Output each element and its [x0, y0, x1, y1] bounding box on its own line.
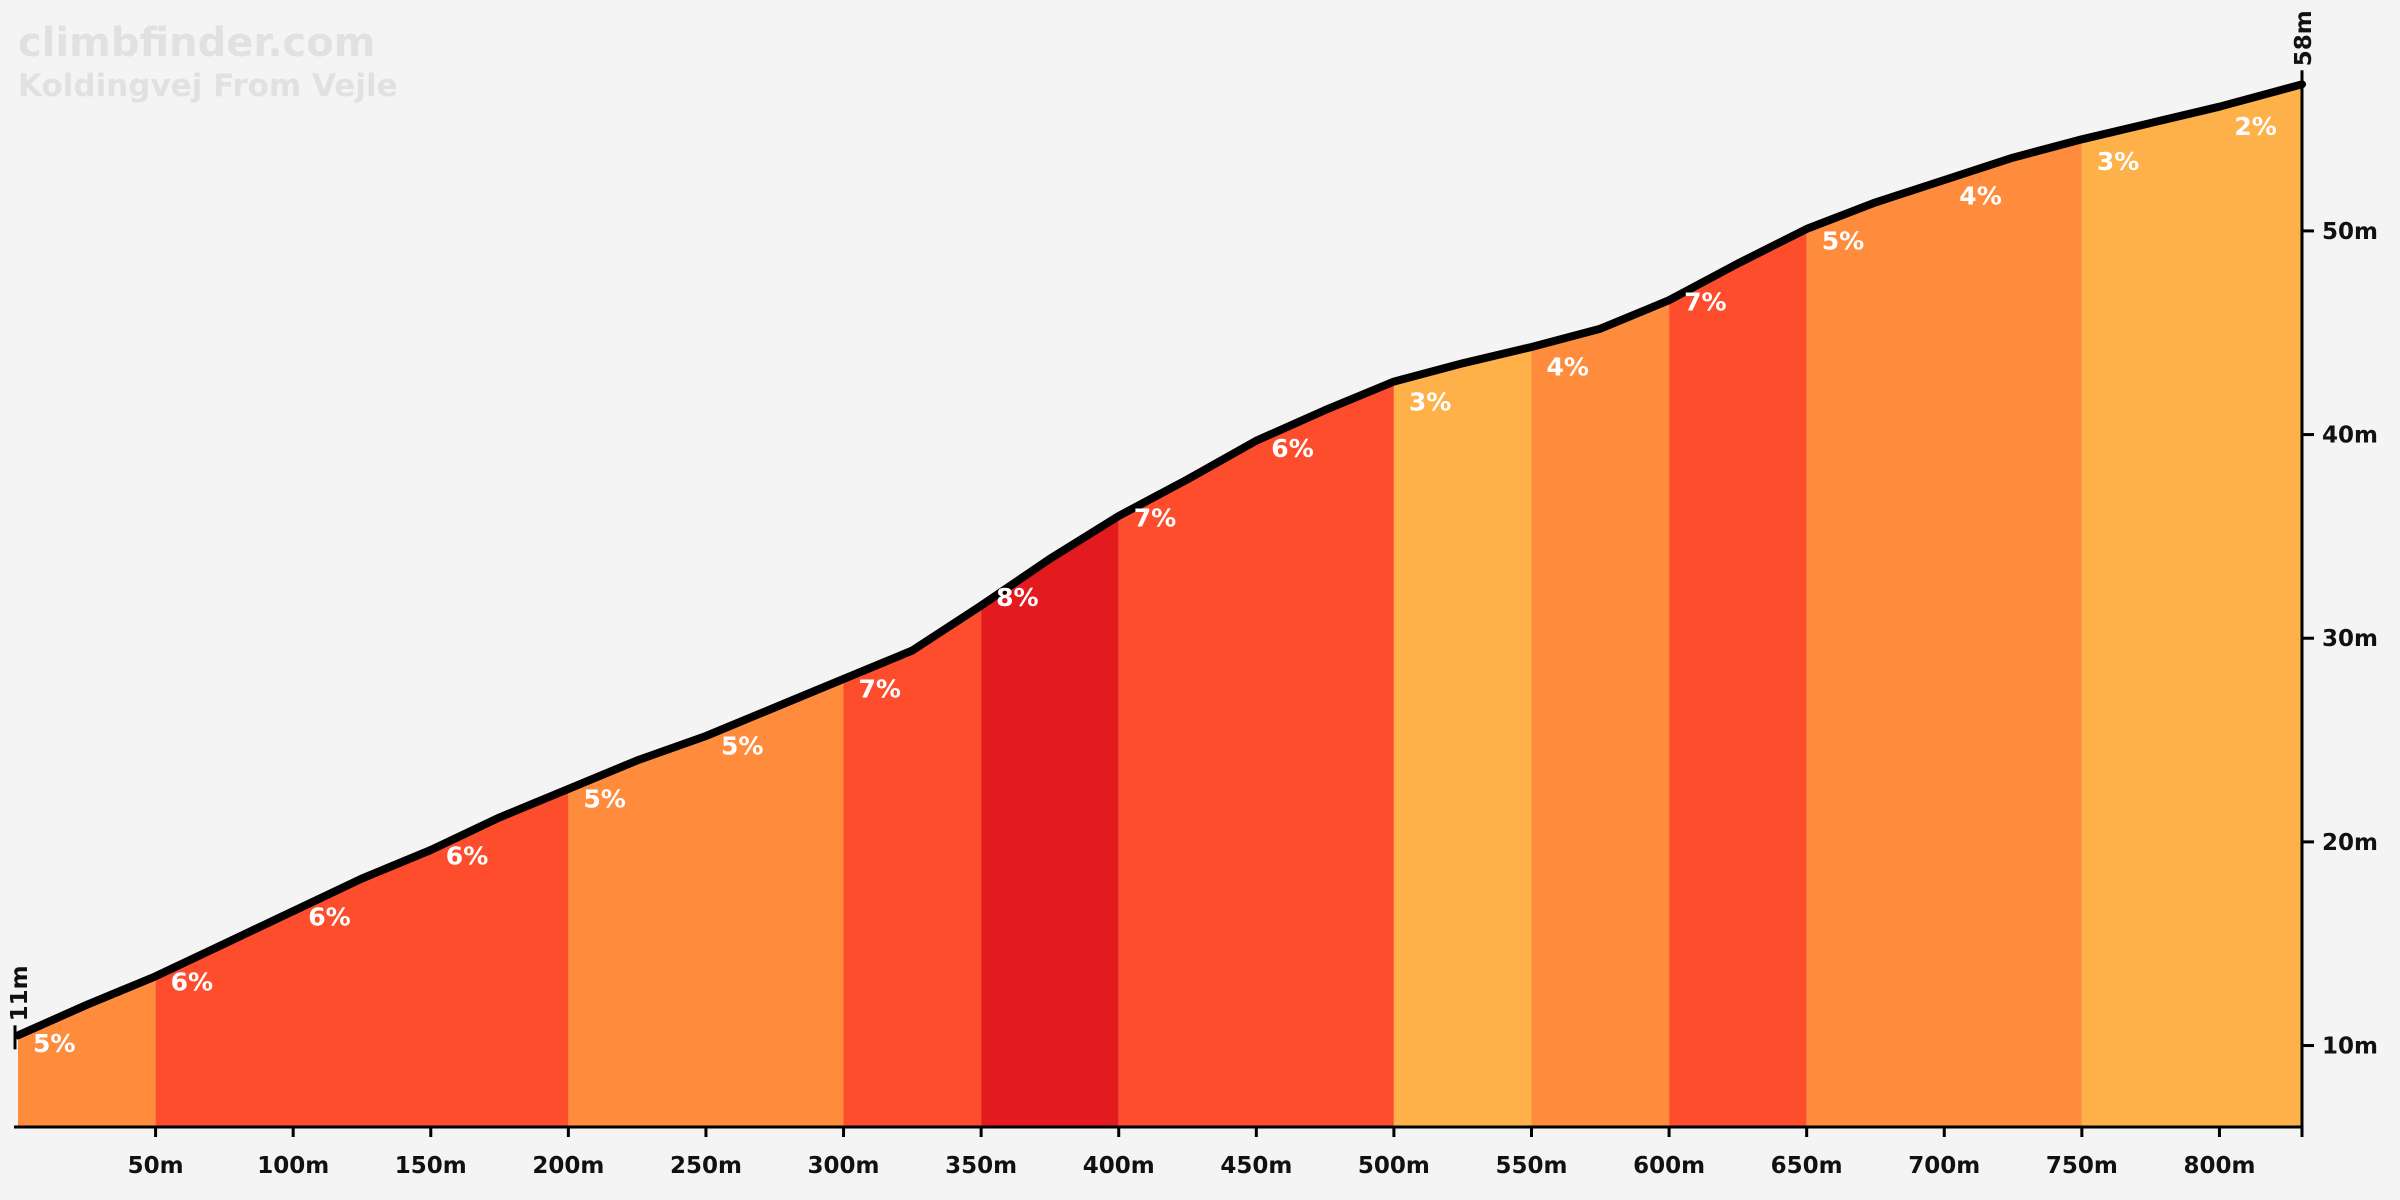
x-tick-label: 400m — [1083, 1153, 1155, 1179]
x-tick-label: 750m — [2046, 1153, 2118, 1179]
grade-segment — [155, 788, 569, 1127]
x-tick-label: 550m — [1496, 1153, 1568, 1179]
grade-segment — [1669, 228, 1807, 1127]
x-tick-label: 650m — [1771, 1153, 1843, 1179]
grade-label: 3% — [1409, 387, 1451, 416]
site-logo: climbfinder.com — [18, 20, 375, 66]
grade-label: 5% — [721, 732, 763, 761]
y-tick-label: 10m — [2322, 1034, 2378, 1060]
grade-segment — [18, 976, 156, 1127]
grade-label: 5% — [1822, 226, 1864, 255]
grade-label: 8% — [996, 583, 1038, 612]
x-tick-label: 150m — [395, 1153, 467, 1179]
x-tick-label: 500m — [1358, 1153, 1430, 1179]
y-tick-label: 40m — [2322, 423, 2378, 449]
profile-line — [14, 80, 2306, 1040]
grade-segment — [1531, 300, 1670, 1127]
grade-segments — [18, 84, 2302, 1128]
x-tick-label: 600m — [1633, 1153, 1705, 1179]
x-tick-label: 350m — [945, 1153, 1017, 1179]
climb-name: Koldingvej From Vejle — [18, 68, 398, 104]
x-tick-label: 50m — [128, 1153, 184, 1179]
y-tick-label: 50m — [2322, 219, 2378, 245]
grade-segment — [568, 679, 844, 1127]
grade-label: 3% — [2097, 147, 2139, 176]
y-tick-label: 30m — [2322, 626, 2378, 652]
x-tick-label: 250m — [670, 1153, 742, 1179]
start-elevation-label: 11m — [7, 965, 33, 1021]
y-tick-label: 20m — [2322, 830, 2378, 856]
grade-segment — [2081, 84, 2302, 1127]
x-tick-label: 800m — [2183, 1153, 2255, 1179]
profile-line-group — [14, 80, 2306, 1040]
grade-label: 2% — [2234, 112, 2276, 141]
x-tick-label: 700m — [1908, 1153, 1980, 1179]
grade-label: 7% — [859, 675, 901, 704]
x-tick-label: 300m — [808, 1153, 880, 1179]
grade-label: 5% — [33, 1029, 75, 1058]
grade-segment — [981, 516, 1119, 1127]
grade-label: 7% — [1134, 503, 1176, 532]
grade-segment — [1118, 381, 1394, 1128]
grade-label: 7% — [1684, 288, 1726, 317]
grade-label: 6% — [171, 968, 213, 997]
grade-label: 6% — [1271, 434, 1313, 463]
grade-label: 6% — [446, 841, 488, 870]
grade-segment — [1393, 347, 1532, 1127]
x-tick-label: 450m — [1220, 1153, 1292, 1179]
x-tick-label: 200m — [532, 1153, 604, 1179]
axes: 50m 100m 150m 200m 250m 300m 350m 400m 450m 500m 5… — [7, 10, 2378, 1179]
grade-segment — [843, 605, 982, 1127]
end-elevation-label: 58m — [2291, 10, 2317, 66]
grade-label: 5% — [583, 784, 625, 813]
grade-label: 6% — [308, 903, 350, 932]
grade-segment — [1806, 139, 2082, 1128]
grade-labels: 5% 6% 6% 6% 5% 5% 7% 8% 7% 6% 3% 4% 7% 5% 4% 3% 2% — [33, 112, 2277, 1058]
x-tick-label: 100m — [257, 1153, 329, 1179]
grade-label: 4% — [1959, 182, 2001, 211]
grade-label: 4% — [1547, 353, 1589, 382]
